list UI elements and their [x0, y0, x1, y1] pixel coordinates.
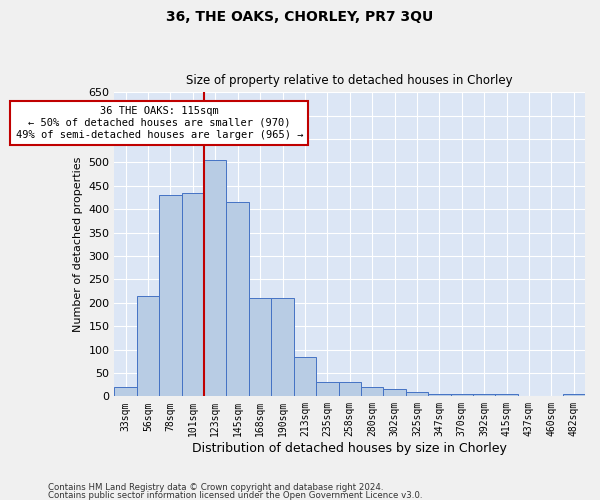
Bar — [182, 193, 204, 396]
Text: 36 THE OAKS: 115sqm
← 50% of detached houses are smaller (970)
49% of semi-detac: 36 THE OAKS: 115sqm ← 50% of detached ho… — [16, 106, 303, 140]
Bar — [226, 202, 249, 396]
Bar — [249, 298, 271, 396]
Bar — [473, 394, 496, 396]
X-axis label: Distribution of detached houses by size in Chorley: Distribution of detached houses by size … — [192, 442, 507, 455]
Y-axis label: Number of detached properties: Number of detached properties — [73, 156, 83, 332]
Bar — [159, 195, 182, 396]
Bar — [271, 298, 294, 396]
Text: Contains HM Land Registry data © Crown copyright and database right 2024.: Contains HM Land Registry data © Crown c… — [48, 484, 383, 492]
Bar — [428, 394, 451, 396]
Bar — [137, 296, 159, 396]
Title: Size of property relative to detached houses in Chorley: Size of property relative to detached ho… — [187, 74, 513, 87]
Bar — [204, 160, 226, 396]
Bar — [338, 382, 361, 396]
Bar — [496, 394, 518, 396]
Bar — [563, 394, 585, 396]
Text: 36, THE OAKS, CHORLEY, PR7 3QU: 36, THE OAKS, CHORLEY, PR7 3QU — [166, 10, 434, 24]
Text: Contains public sector information licensed under the Open Government Licence v3: Contains public sector information licen… — [48, 490, 422, 500]
Bar — [451, 394, 473, 396]
Bar — [406, 392, 428, 396]
Bar — [115, 387, 137, 396]
Bar — [361, 387, 383, 396]
Bar — [383, 390, 406, 396]
Bar — [294, 356, 316, 397]
Bar — [316, 382, 338, 396]
